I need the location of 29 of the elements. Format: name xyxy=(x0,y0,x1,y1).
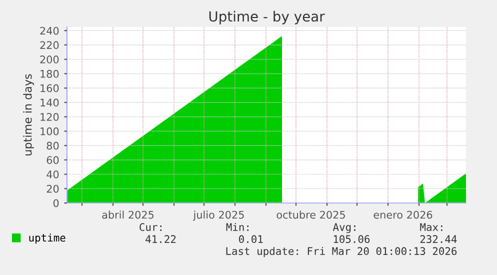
y-tick-label: 200 xyxy=(40,56,59,64)
x-tick-label: enero 2026 xyxy=(374,210,432,219)
chart-title: Uptime - by year xyxy=(209,10,325,24)
y-tick-label: 80 xyxy=(46,142,59,150)
y-tick-label: 0 xyxy=(53,199,59,208)
text: Avg: xyxy=(332,223,356,234)
y-tick-label: 120 xyxy=(40,113,59,121)
y-tick-label: 140 xyxy=(40,98,59,107)
legend-label: uptime xyxy=(29,234,66,244)
x-tick-label: octubre 2025 xyxy=(276,210,345,219)
y-tick-label: 240 xyxy=(40,26,59,35)
y-tick-label: 220 xyxy=(40,41,59,50)
x-tick-label: abril 2025 xyxy=(102,210,154,219)
text: Min: xyxy=(226,222,248,231)
text: Last update: Fri Mar 20 01:00:13 2026 xyxy=(226,246,457,258)
y-tick-label: 20 xyxy=(46,184,59,193)
text: 0.01 xyxy=(239,235,263,244)
y-tick-label: 100 xyxy=(40,127,59,136)
text: Max: xyxy=(420,223,442,232)
text: 41.22 xyxy=(146,235,176,243)
x-tick-label: julio 2025 xyxy=(193,210,244,221)
text: 232.44 xyxy=(420,235,457,244)
y-tick-label: 60 xyxy=(46,156,59,164)
y-axis-title: uptime in days xyxy=(23,74,34,156)
y-tick-label: 160 xyxy=(40,84,59,92)
text: 105.06 xyxy=(334,235,370,244)
text: Cur: xyxy=(140,223,162,232)
y-tick-label: 40 xyxy=(46,170,59,178)
y-tick-label: 180 xyxy=(40,70,59,78)
